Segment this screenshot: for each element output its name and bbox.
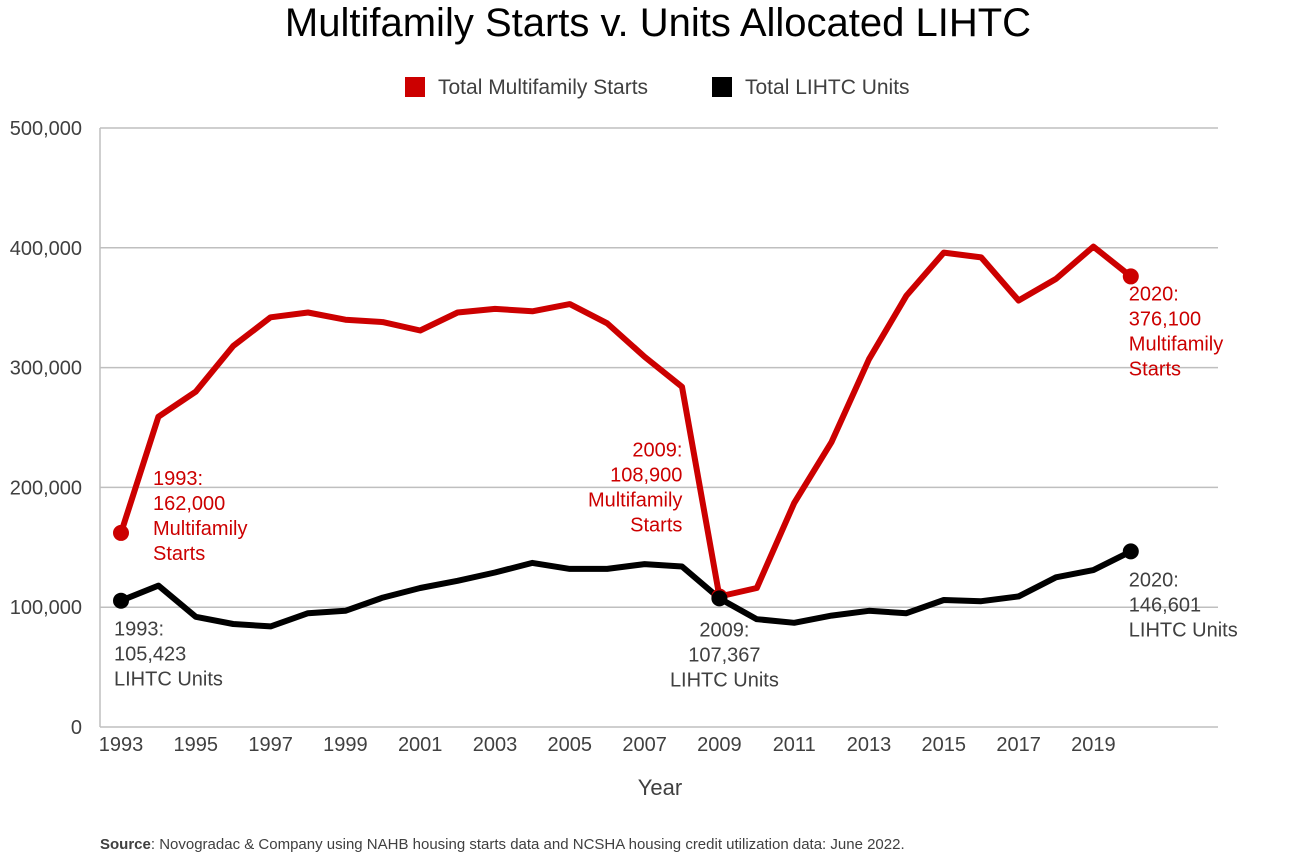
highlight-points [113,268,1139,609]
lihtc-units-line [118,548,1134,630]
x-tick-label: 1995 [174,734,219,756]
data-annotation: 2020: 146,601 LIHTC Units [1129,569,1238,641]
x-tick-label: 2011 [773,734,816,756]
x-tick-label: 2005 [548,734,593,756]
y-tick-label: 300,000 [10,358,82,380]
legend-swatch-lihtc [712,77,732,97]
legend-swatch-multifamily [405,77,425,97]
x-axis-label: Year [638,775,682,800]
x-tick-label: 2007 [622,734,667,756]
x-tick-label: 2013 [847,734,892,756]
y-tick-label: 0 [71,717,82,739]
x-tick-label: 2003 [473,734,518,756]
x-tick-label: 2017 [996,734,1041,756]
y-tick-label: 400,000 [10,238,82,260]
gridlines [99,127,1218,728]
x-tick-label: 1997 [248,734,293,756]
y-tick-label: 100,000 [10,597,82,619]
data-annotation: 1993: 105,423 LIHTC Units [114,619,223,691]
source-note: Source: Novogradac & Company using NAHB … [100,836,905,853]
y-tick-label: 200,000 [10,477,82,499]
chart-title: Multifamily Starts v. Units Allocated LI… [285,1,1031,45]
legend: Total Multifamily Starts Total LIHTC Uni… [405,76,910,99]
series-lines [118,243,1134,630]
highlight-point [711,590,728,607]
x-tick-label: 2019 [1071,734,1116,756]
highlight-point [1122,268,1139,285]
annotations: 1993: 162,000 Multifamily Starts 2009: 108,90… [114,283,1238,691]
legend-label-lihtc: Total LIHTC Units [745,76,910,99]
x-tick-label: 2015 [922,734,967,756]
y-axis-ticks: 0 100,000 200,000 300,000 400,000 500,000 [10,118,82,739]
x-tick-label: 2009 [697,734,742,756]
data-annotation: 2009: 108,900 Multifamily Starts [588,440,682,537]
y-tick-label: 500,000 [10,118,82,140]
x-tick-label: 1993 [99,734,144,756]
x-tick-label: 1999 [323,734,368,756]
x-axis-ticks: 1993 1995 1997 1999 2001 2003 2005 2007 2009 2011… [99,734,1116,756]
highlight-point [113,524,129,541]
legend-label-multifamily: Total Multifamily Starts [438,76,648,99]
highlight-point [113,592,129,609]
multifamily-starts-line [118,243,1134,600]
data-annotation: 2009: 107,367 LIHTC Units [670,619,779,691]
highlight-point [1122,543,1139,560]
source-label: Source [100,836,151,853]
data-annotation: 2020: 376,100 Multifamily Starts [1129,283,1223,380]
data-annotation: 1993: 162,000 Multifamily Starts [153,468,247,565]
source-text: : Novogradac & Company using NAHB housin… [151,836,905,853]
x-tick-label: 2001 [398,734,443,756]
